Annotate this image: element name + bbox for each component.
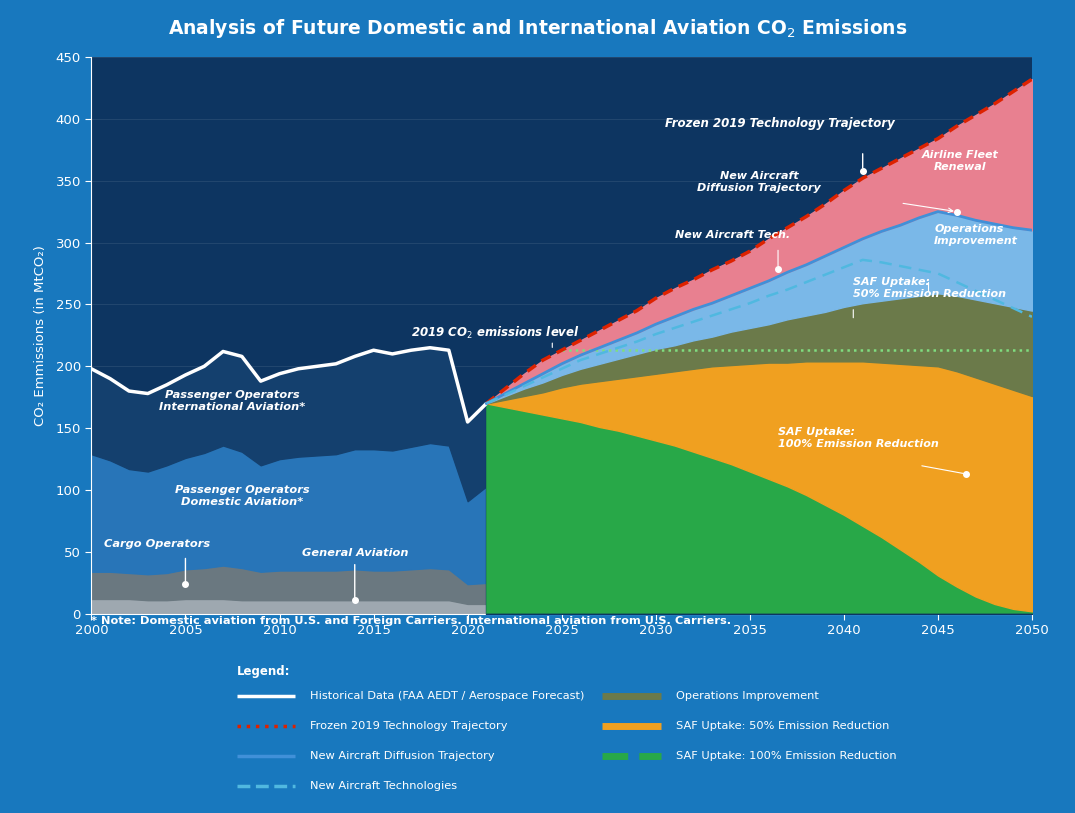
Text: New Aircraft Technologies: New Aircraft Technologies xyxy=(310,780,457,791)
Text: General Aviation: General Aviation xyxy=(301,548,408,558)
Text: SAF Uptake: 100% Emission Reduction: SAF Uptake: 100% Emission Reduction xyxy=(675,750,897,761)
Text: Cargo Operators: Cargo Operators xyxy=(104,539,211,549)
Text: Passenger Operators
Domestic Aviation*: Passenger Operators Domestic Aviation* xyxy=(174,485,310,507)
Text: Airline Fleet
Renewal: Airline Fleet Renewal xyxy=(922,150,999,172)
Text: SAF Uptake:
50% Emission Reduction: SAF Uptake: 50% Emission Reduction xyxy=(854,277,1006,299)
Text: New Aircraft Diffusion Trajectory: New Aircraft Diffusion Trajectory xyxy=(310,750,494,761)
Text: 2019 CO$_2$ emissions level: 2019 CO$_2$ emissions level xyxy=(411,324,579,341)
Text: * Note: Domestic aviation from U.S. and Foreign Carriers. International aviation: * Note: Domestic aviation from U.S. and … xyxy=(91,616,731,626)
Text: Legend:: Legend: xyxy=(236,665,290,678)
Text: Passenger Operators
International Aviation*: Passenger Operators International Aviati… xyxy=(159,390,305,411)
Text: New Aircraft
Diffusion Trajectory: New Aircraft Diffusion Trajectory xyxy=(698,171,821,193)
Text: SAF Uptake: 50% Emission Reduction: SAF Uptake: 50% Emission Reduction xyxy=(675,720,889,731)
Text: Operations Improvement: Operations Improvement xyxy=(675,690,818,701)
Text: New Aircraft Tech.: New Aircraft Tech. xyxy=(675,229,790,240)
Text: Operations
Improvement: Operations Improvement xyxy=(934,224,1018,246)
Text: Frozen 2019 Technology Trajectory: Frozen 2019 Technology Trajectory xyxy=(310,720,507,731)
Text: SAF Uptake:
100% Emission Reduction: SAF Uptake: 100% Emission Reduction xyxy=(778,427,938,449)
Y-axis label: CO₂ Emmissions (in MtCO₂): CO₂ Emmissions (in MtCO₂) xyxy=(34,245,47,426)
Text: Analysis of Future Domestic and International Aviation CO$_2$ Emissions: Analysis of Future Domestic and Internat… xyxy=(168,17,907,40)
Text: Historical Data (FAA AEDT / Aerospace Forecast): Historical Data (FAA AEDT / Aerospace Fo… xyxy=(310,690,585,701)
Text: Frozen 2019 Technology Trajectory: Frozen 2019 Technology Trajectory xyxy=(665,117,894,130)
